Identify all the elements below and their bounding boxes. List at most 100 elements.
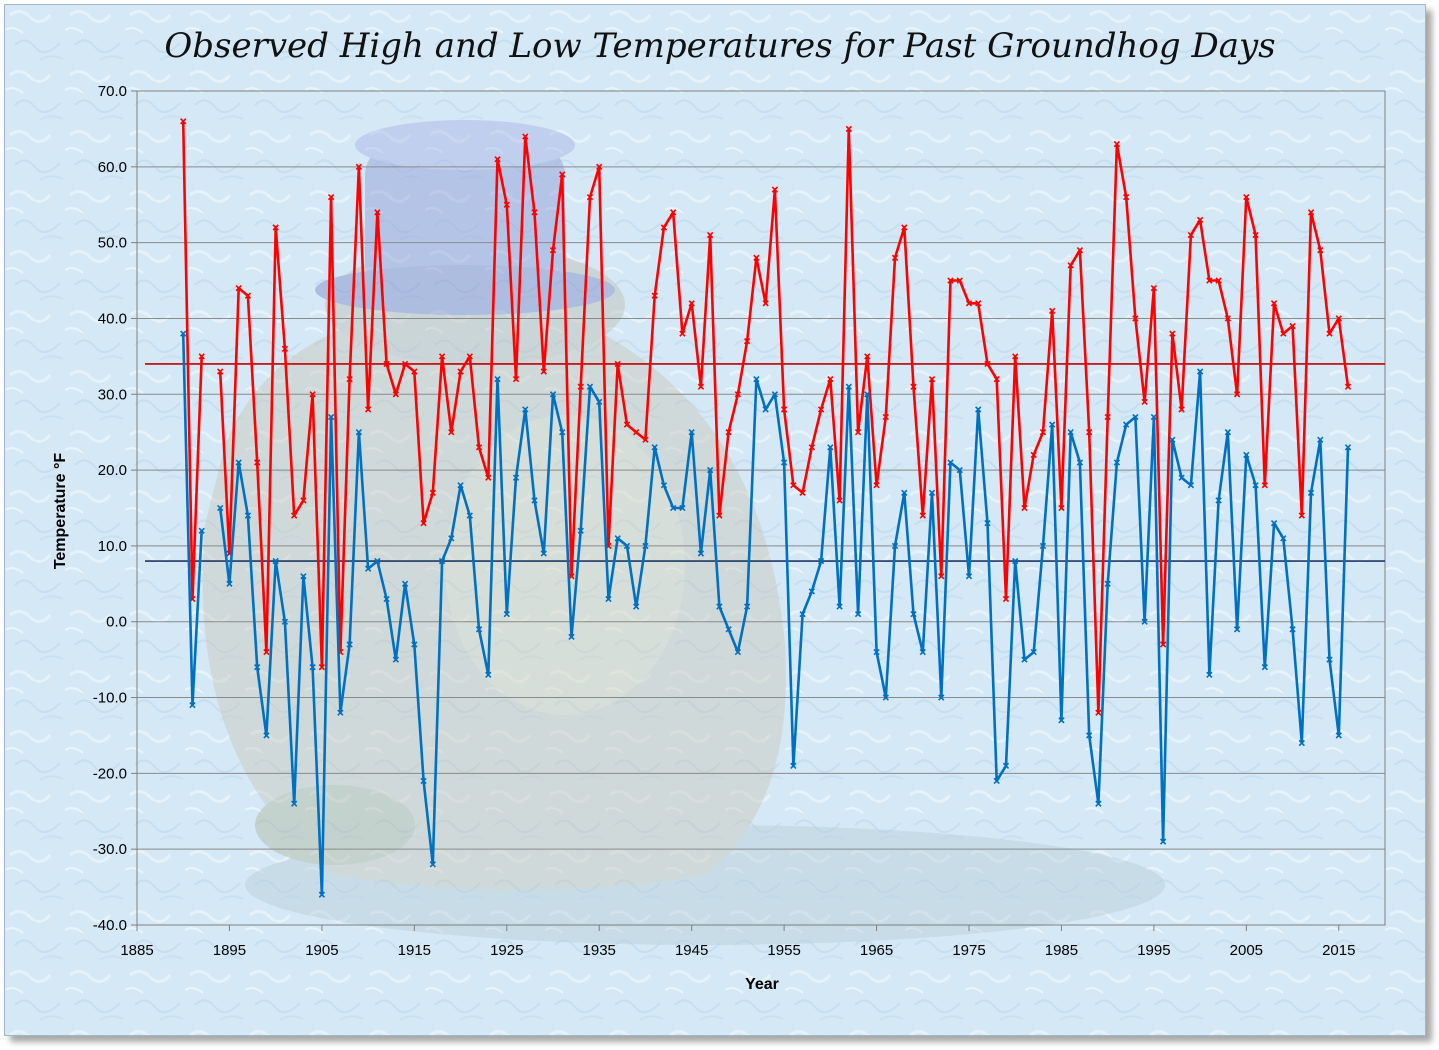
series-1-point-79	[919, 648, 926, 656]
series-1-point-100	[1113, 459, 1121, 466]
series-1-point-11	[290, 800, 298, 807]
series-1-point-22	[392, 656, 400, 663]
series-1-point-82	[947, 459, 954, 466]
series-0-point-48	[633, 429, 640, 436]
series-1-point-56	[706, 466, 714, 474]
series-0-point-116	[1261, 482, 1268, 489]
y-tick-label-5: 20.0	[98, 462, 127, 479]
series-0-point-108	[1187, 231, 1195, 239]
series-1-point-91	[1030, 648, 1037, 656]
x-tick-label-11: 1995	[1137, 942, 1170, 959]
y-tick-label-6: 10.0	[98, 538, 127, 555]
series-0-point-50	[651, 292, 658, 299]
series-0-point-125	[1344, 383, 1352, 390]
series-0-point-8	[263, 648, 270, 656]
y-tick-label-3: 40.0	[98, 310, 127, 327]
series-0-point-61	[753, 254, 760, 261]
series-1-point-29	[457, 482, 464, 489]
series-0-point-62	[762, 300, 769, 307]
series-0-point-92	[1039, 429, 1047, 436]
series-0-point-76	[891, 254, 899, 261]
series-1-point-20	[374, 557, 381, 565]
series-0-point-94	[1058, 504, 1065, 512]
series-0-point-71	[845, 125, 852, 133]
series-1-point-124	[1335, 732, 1342, 739]
series-0-point-101	[1122, 193, 1130, 201]
series-0-point-6	[244, 292, 252, 299]
series-0-point-21	[383, 360, 390, 368]
series-1-point-95	[1067, 429, 1074, 436]
x-tick-label-13: 2015	[1322, 942, 1355, 959]
series-1-point-17	[346, 641, 353, 648]
series-0-point-73	[864, 353, 871, 360]
series-0-point-119	[1289, 322, 1296, 330]
series-0-point-87	[993, 375, 1000, 383]
series-1-point-70	[836, 603, 843, 610]
y-axis-title: Temperature °F	[52, 453, 69, 570]
series-0-point-17	[346, 375, 353, 383]
series-1-point-65	[790, 762, 797, 769]
x-tick-label-9: 1975	[952, 942, 985, 959]
groundhog-illustration	[202, 120, 1165, 945]
series-1-point-46	[614, 535, 621, 542]
series-1-point-76	[891, 542, 899, 550]
series-1-point-24	[411, 641, 418, 648]
series-0-point-24	[411, 368, 418, 375]
series-0-point-124	[1335, 315, 1342, 322]
y-tick-label-7: 0.0	[106, 614, 127, 631]
series-1-point-92	[1039, 542, 1047, 550]
series-0-point-104	[1150, 284, 1158, 292]
chart-svg: Observed High and Low Temperatures for P…	[5, 5, 1425, 1035]
series-0-point-47	[623, 421, 631, 428]
series-0-point-9	[272, 224, 279, 231]
series-1-point-66	[799, 610, 806, 618]
series-0-point-5	[235, 284, 242, 292]
series-0-point-26	[429, 489, 436, 497]
series-0-point-65	[790, 482, 797, 489]
series-0-point-58	[725, 429, 732, 436]
series-0-point-25	[420, 519, 427, 527]
series-1-point-98	[1095, 800, 1102, 807]
series-1-point-109	[1196, 368, 1204, 375]
series-1-point-75	[882, 694, 889, 701]
x-tick-label-5: 1935	[583, 942, 616, 959]
series-0-point-115	[1252, 231, 1259, 239]
chart-frame: Observed High and Low Temperatures for P…	[4, 4, 1426, 1036]
series-1-point-15	[327, 413, 335, 421]
series-1-point-112	[1224, 429, 1232, 436]
series-1-point-102	[1132, 413, 1139, 421]
series-0-point-46	[614, 360, 621, 368]
series-0-point-70	[836, 497, 843, 504]
series-1-point-78	[910, 610, 917, 618]
series-1-point-18	[355, 429, 363, 436]
series-0-point-33	[494, 156, 501, 163]
series-1-point-58	[725, 626, 732, 633]
series-0-point-120	[1298, 512, 1305, 519]
series-0-point-60	[743, 338, 751, 345]
series-1-point-3	[217, 504, 224, 512]
x-tick-label-0: 1885	[120, 942, 153, 959]
series-0-point-38	[540, 368, 547, 375]
series-1-point-37	[531, 497, 538, 504]
plot-area: 70.0 60.0 50.0 40.0 30.0 20.0 10.0 0.0 -10.0 -20.…	[93, 83, 1386, 959]
series-1-point-67	[808, 588, 816, 595]
x-tick-label-3: 1915	[398, 942, 431, 959]
series-0-point-77	[901, 224, 908, 231]
series-0-point-67	[808, 444, 816, 451]
series-1-point-97	[1086, 732, 1093, 739]
series-1-point-42	[577, 527, 584, 534]
series-0-point-102	[1132, 315, 1139, 322]
series-0-point-112	[1224, 315, 1232, 322]
y-tick-label-0: 70.0	[98, 83, 127, 100]
series-0-point-93	[1049, 307, 1056, 315]
series-0-point-99	[1104, 413, 1111, 421]
y-tick-label-1: 60.0	[98, 159, 127, 176]
series-1-point-114	[1243, 451, 1250, 459]
series-0-point-64	[780, 406, 788, 413]
series-0-point-82	[947, 277, 954, 284]
series-0-point-81	[938, 573, 945, 580]
series-1-point-34	[503, 610, 510, 618]
series-1-point-125	[1344, 444, 1352, 451]
series-1-point-122	[1317, 436, 1324, 443]
series-1-point-93	[1049, 421, 1056, 428]
